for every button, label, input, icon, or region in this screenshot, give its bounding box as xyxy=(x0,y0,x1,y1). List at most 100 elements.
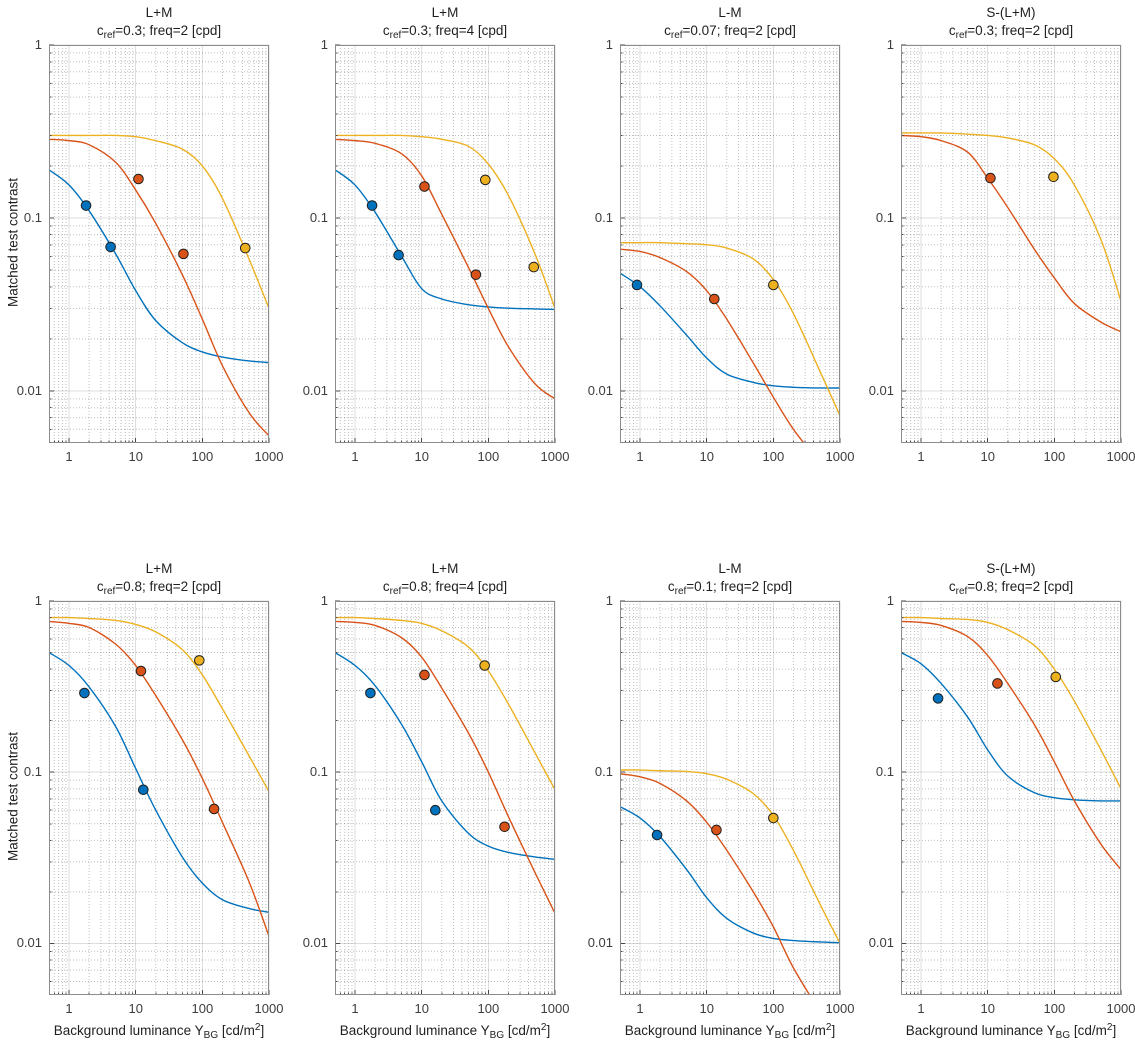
subtitle-rest: =0.3; freq=2 [cpd] xyxy=(967,23,1074,38)
xlabel-sub: BG xyxy=(203,1030,219,1041)
data-point-yellow xyxy=(239,242,251,254)
data-point-orange xyxy=(499,821,510,833)
major-grid xyxy=(901,44,1122,443)
panel-title: S-(L+M) xyxy=(986,5,1036,20)
curve-orange xyxy=(335,620,555,914)
curves xyxy=(49,616,269,937)
data-point-blue xyxy=(105,241,116,253)
axis-ticks xyxy=(901,600,1122,995)
plot-area xyxy=(620,44,841,443)
subtitle-pre: c xyxy=(948,23,956,38)
minor-grid xyxy=(620,601,840,995)
x-axis-label: Background luminance YBG [cd/m2] xyxy=(871,1022,1135,1041)
data-point-orange xyxy=(470,269,482,280)
subtitle-sub: ref xyxy=(674,586,687,597)
xlabel-sub: BG xyxy=(489,1030,505,1041)
subtitle-sub: ref xyxy=(389,586,402,597)
data-point-yellow xyxy=(768,812,779,824)
curve-blue xyxy=(49,651,269,914)
plot-area xyxy=(335,600,556,995)
panel-title: L+M xyxy=(145,561,173,576)
data-point-blue xyxy=(651,829,663,841)
plot-area xyxy=(620,600,841,995)
y-tick-label: 1 xyxy=(34,37,42,52)
x-tick-label: 100 xyxy=(191,1001,214,1016)
panel-title: L+M xyxy=(431,5,459,20)
curve-blue xyxy=(335,169,555,311)
y-tick-label: 1 xyxy=(34,593,42,608)
x-tick-label: 10 xyxy=(414,449,429,464)
data-point-orange xyxy=(178,248,189,260)
data-point-yellow xyxy=(194,655,205,666)
axis-ticks xyxy=(335,44,556,443)
x-tick-label: 1 xyxy=(351,449,359,464)
y-tick-label: 1 xyxy=(886,593,894,608)
xlabel-mid: [cd/m xyxy=(789,1023,826,1038)
xlabel-mid: [cd/m xyxy=(1070,1023,1107,1038)
xlabel-pre: Background luminance Y xyxy=(339,1023,490,1038)
xlabel-sup: 2 xyxy=(254,1022,261,1033)
data-point-orange xyxy=(985,172,996,184)
axes-box xyxy=(901,601,1121,995)
y-tick-label: 0.1 xyxy=(309,764,328,780)
plot-area xyxy=(49,44,270,443)
x-tick-label: 10 xyxy=(128,449,143,464)
subtitle-pre: c xyxy=(96,23,104,38)
x-tick-label: 1 xyxy=(917,1001,925,1016)
x-tick-label: 10 xyxy=(699,449,714,464)
subtitle-rest: =0.8; freq=4 [cpd] xyxy=(401,579,508,594)
x-tick-label: 1000 xyxy=(254,449,284,464)
data-point-orange xyxy=(419,181,430,192)
minor-grid xyxy=(49,45,269,443)
y-tick-label: 0.1 xyxy=(309,209,328,225)
xlabel-post: ] xyxy=(1112,1023,1117,1038)
y-tick-label: 1 xyxy=(605,37,613,52)
data-point-blue xyxy=(80,200,92,211)
xlabel-post: ] xyxy=(260,1023,265,1038)
panel-subtitle: cref=0.8; freq=2 [cpd] xyxy=(19,578,299,600)
x-tick-label: 100 xyxy=(191,449,214,464)
data-point-orange xyxy=(992,678,1003,689)
major-grid xyxy=(335,600,556,995)
y-tick-label: 0.1 xyxy=(594,209,613,225)
axis-ticks xyxy=(620,44,841,443)
panel-subtitle: cref=0.3; freq=2 [cpd] xyxy=(19,22,299,44)
data-point-yellow xyxy=(479,660,490,671)
subtitle-rest: =0.8; freq=2 [cpd] xyxy=(967,579,1074,594)
xlabel-pre: Background luminance Y xyxy=(53,1023,204,1038)
x-tick-label: 1000 xyxy=(825,449,855,464)
minor-grid xyxy=(49,601,269,995)
xlabel-post: ] xyxy=(546,1023,551,1038)
x-tick-label: 100 xyxy=(477,449,500,464)
data-point-yellow xyxy=(1050,671,1062,683)
y-tick-label: 0.01 xyxy=(302,935,328,951)
y-tick-label: 0.1 xyxy=(875,209,894,225)
data-point-blue xyxy=(631,279,643,291)
axis-ticks xyxy=(49,44,270,443)
curve-yellow xyxy=(901,616,1121,790)
subtitle-pre: c xyxy=(948,579,956,594)
x-tick-label: 1 xyxy=(351,1001,359,1016)
y-tick-label: 0.1 xyxy=(23,209,42,225)
minor-grid xyxy=(335,45,555,443)
y-tick-label: 0.01 xyxy=(16,382,42,398)
minor-grid xyxy=(901,601,1121,995)
y-tick-label: 0.01 xyxy=(587,935,613,951)
x-tick-label: 1000 xyxy=(1106,1001,1135,1016)
subtitle-sub: ref xyxy=(103,586,116,597)
subtitle-sub: ref xyxy=(103,30,116,41)
y-tick-label: 0.01 xyxy=(302,382,328,398)
panel-subtitle: cref=0.8; freq=4 [cpd] xyxy=(305,578,585,600)
data-point-blue xyxy=(932,693,944,704)
curve-orange xyxy=(620,773,811,995)
subtitle-sub: ref xyxy=(389,30,402,41)
major-grid xyxy=(901,600,1122,995)
curve-orange xyxy=(49,138,269,437)
curve-orange xyxy=(901,620,1121,871)
axis-ticks xyxy=(49,600,270,995)
data-point-blue xyxy=(138,784,149,796)
data-point-blue xyxy=(366,200,378,211)
subtitle-pre: c xyxy=(382,579,390,594)
x-tick-label: 1 xyxy=(65,449,73,464)
axes-box xyxy=(620,45,840,443)
